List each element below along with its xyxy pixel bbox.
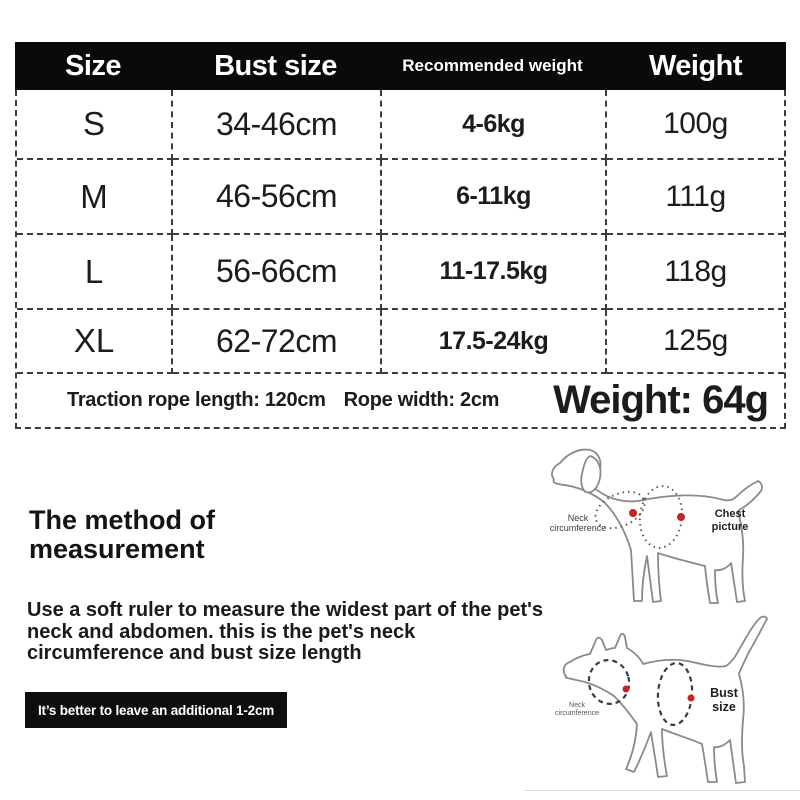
size-table: S 34-46cm 4-6kg 100g M 46-56cm 6-11kg 11… — [15, 90, 786, 429]
header-weight: Weight — [648, 49, 743, 82]
cat-neck-marker-dot — [622, 685, 630, 693]
note-badge: It’s better to leave an additional 1-2cm — [25, 692, 288, 728]
cell-rec: 6-11kg — [382, 160, 607, 235]
dog-body-outline — [551, 448, 763, 604]
cell-rec: 4-6kg — [382, 90, 607, 160]
cell-size: L — [17, 235, 173, 310]
cell-rec: 17.5-24kg — [382, 310, 607, 374]
dog-outline-drawing — [551, 448, 763, 604]
cell-weight: 100g — [607, 90, 784, 160]
cat-neck-label: Neck circumference — [555, 702, 599, 718]
cell-size: XL — [17, 310, 173, 374]
instruction-line: Use a soft ruler to measure the widest p… — [27, 599, 543, 621]
table-row-s: S 34-46cm 4-6kg 100g — [17, 90, 784, 160]
rope-length-text: Traction rope length: 120cm — [67, 389, 326, 411]
instruction-text: Use a soft ruler to measure the widest p… — [27, 599, 587, 665]
size-table-header: Size Bust size Recommended weight Weight — [15, 42, 786, 90]
dog-ear — [580, 455, 602, 494]
cell-bust: 34-46cm — [173, 90, 382, 160]
dog-neck-measure-circle — [594, 490, 646, 530]
cell-weight: 125g — [607, 310, 784, 374]
cell-weight: 111g — [607, 160, 784, 235]
header-size: Size — [64, 49, 122, 82]
table-row-xl: XL 62-72cm 17.5-24kg 125g — [17, 310, 784, 374]
instruction-line: circumference and bust size length — [27, 642, 362, 664]
cat-outline-drawing — [562, 615, 768, 784]
cat-bust-marker-dot — [687, 694, 695, 702]
cat-body-outline — [562, 615, 768, 784]
rope-width-text: Rope width: 2cm — [343, 389, 500, 411]
dog-neck-label: Neck circumference — [549, 513, 607, 534]
table-row-l: L 56-66cm 11-17.5kg 118g — [17, 235, 784, 310]
header-bust-size: Bust size — [214, 49, 337, 82]
cell-size: M — [17, 160, 173, 235]
cell-bust: 56-66cm — [173, 235, 382, 310]
dog-chest-marker-dot — [677, 513, 685, 521]
table-row-m: M 46-56cm 6-11kg 111g — [17, 160, 784, 235]
cell-size: S — [17, 90, 173, 160]
photo-edge-line — [524, 790, 800, 791]
method-title: The method of measurement — [29, 505, 215, 564]
instruction-line: neck and abdomen. this is the pet's neck — [27, 620, 416, 643]
dog-chest-label: Chest picture — [711, 508, 749, 533]
product-weight-text: Weight: 64g — [553, 378, 769, 422]
table-footer: Traction rope length: 120cm Rope width: … — [17, 374, 784, 427]
cell-rec: 11-17.5kg — [382, 235, 607, 310]
cat-neck-measure-circle — [587, 659, 631, 705]
cat-illustration: Neck circumference Bust size — [540, 612, 800, 797]
cell-bust: 62-72cm — [173, 310, 382, 374]
cell-weight: 118g — [607, 235, 784, 310]
cell-bust: 46-56cm — [173, 160, 382, 235]
dog-illustration: Neck circumference Chest picture — [540, 445, 800, 625]
header-recommended-weight: Recommended weight — [402, 56, 583, 75]
dog-neck-marker-dot — [629, 509, 637, 517]
cat-bust-label: Bust size — [710, 686, 738, 715]
